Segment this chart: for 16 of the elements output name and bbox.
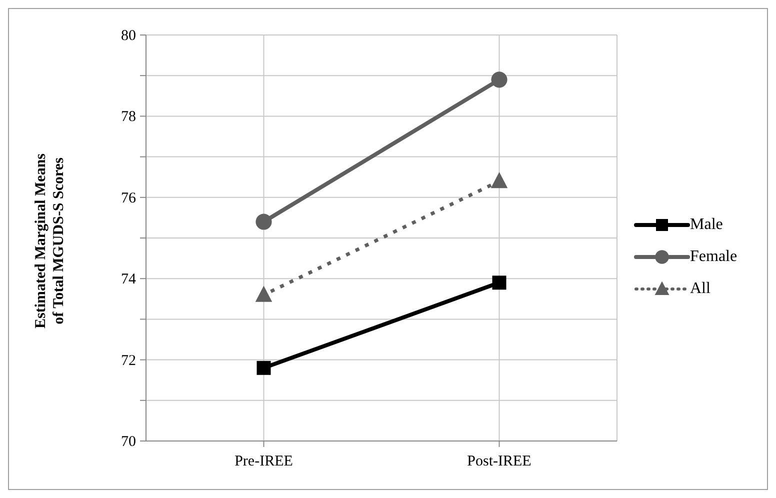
y-tick-label: 74 [121,272,136,288]
y-tick-label: 78 [121,109,136,126]
y-tick-label: 80 [121,28,136,44]
y-axis-title: Estimated Marginal Means of Total MGUDS-S Scores [33,153,67,328]
y-tick-label: 76 [121,190,136,206]
y-tick-label: 72 [121,352,136,369]
point [492,276,506,290]
legend-label: Female [690,248,738,266]
legend-label: Male [690,216,723,234]
x-tick-label: Pre-IREE [234,454,293,470]
x-tick-label: Post-IREE [467,454,532,470]
point [256,360,271,375]
y-tick-label: 70 [121,434,136,450]
legend-label: All [690,280,710,298]
point [491,72,508,88]
point [256,214,272,230]
